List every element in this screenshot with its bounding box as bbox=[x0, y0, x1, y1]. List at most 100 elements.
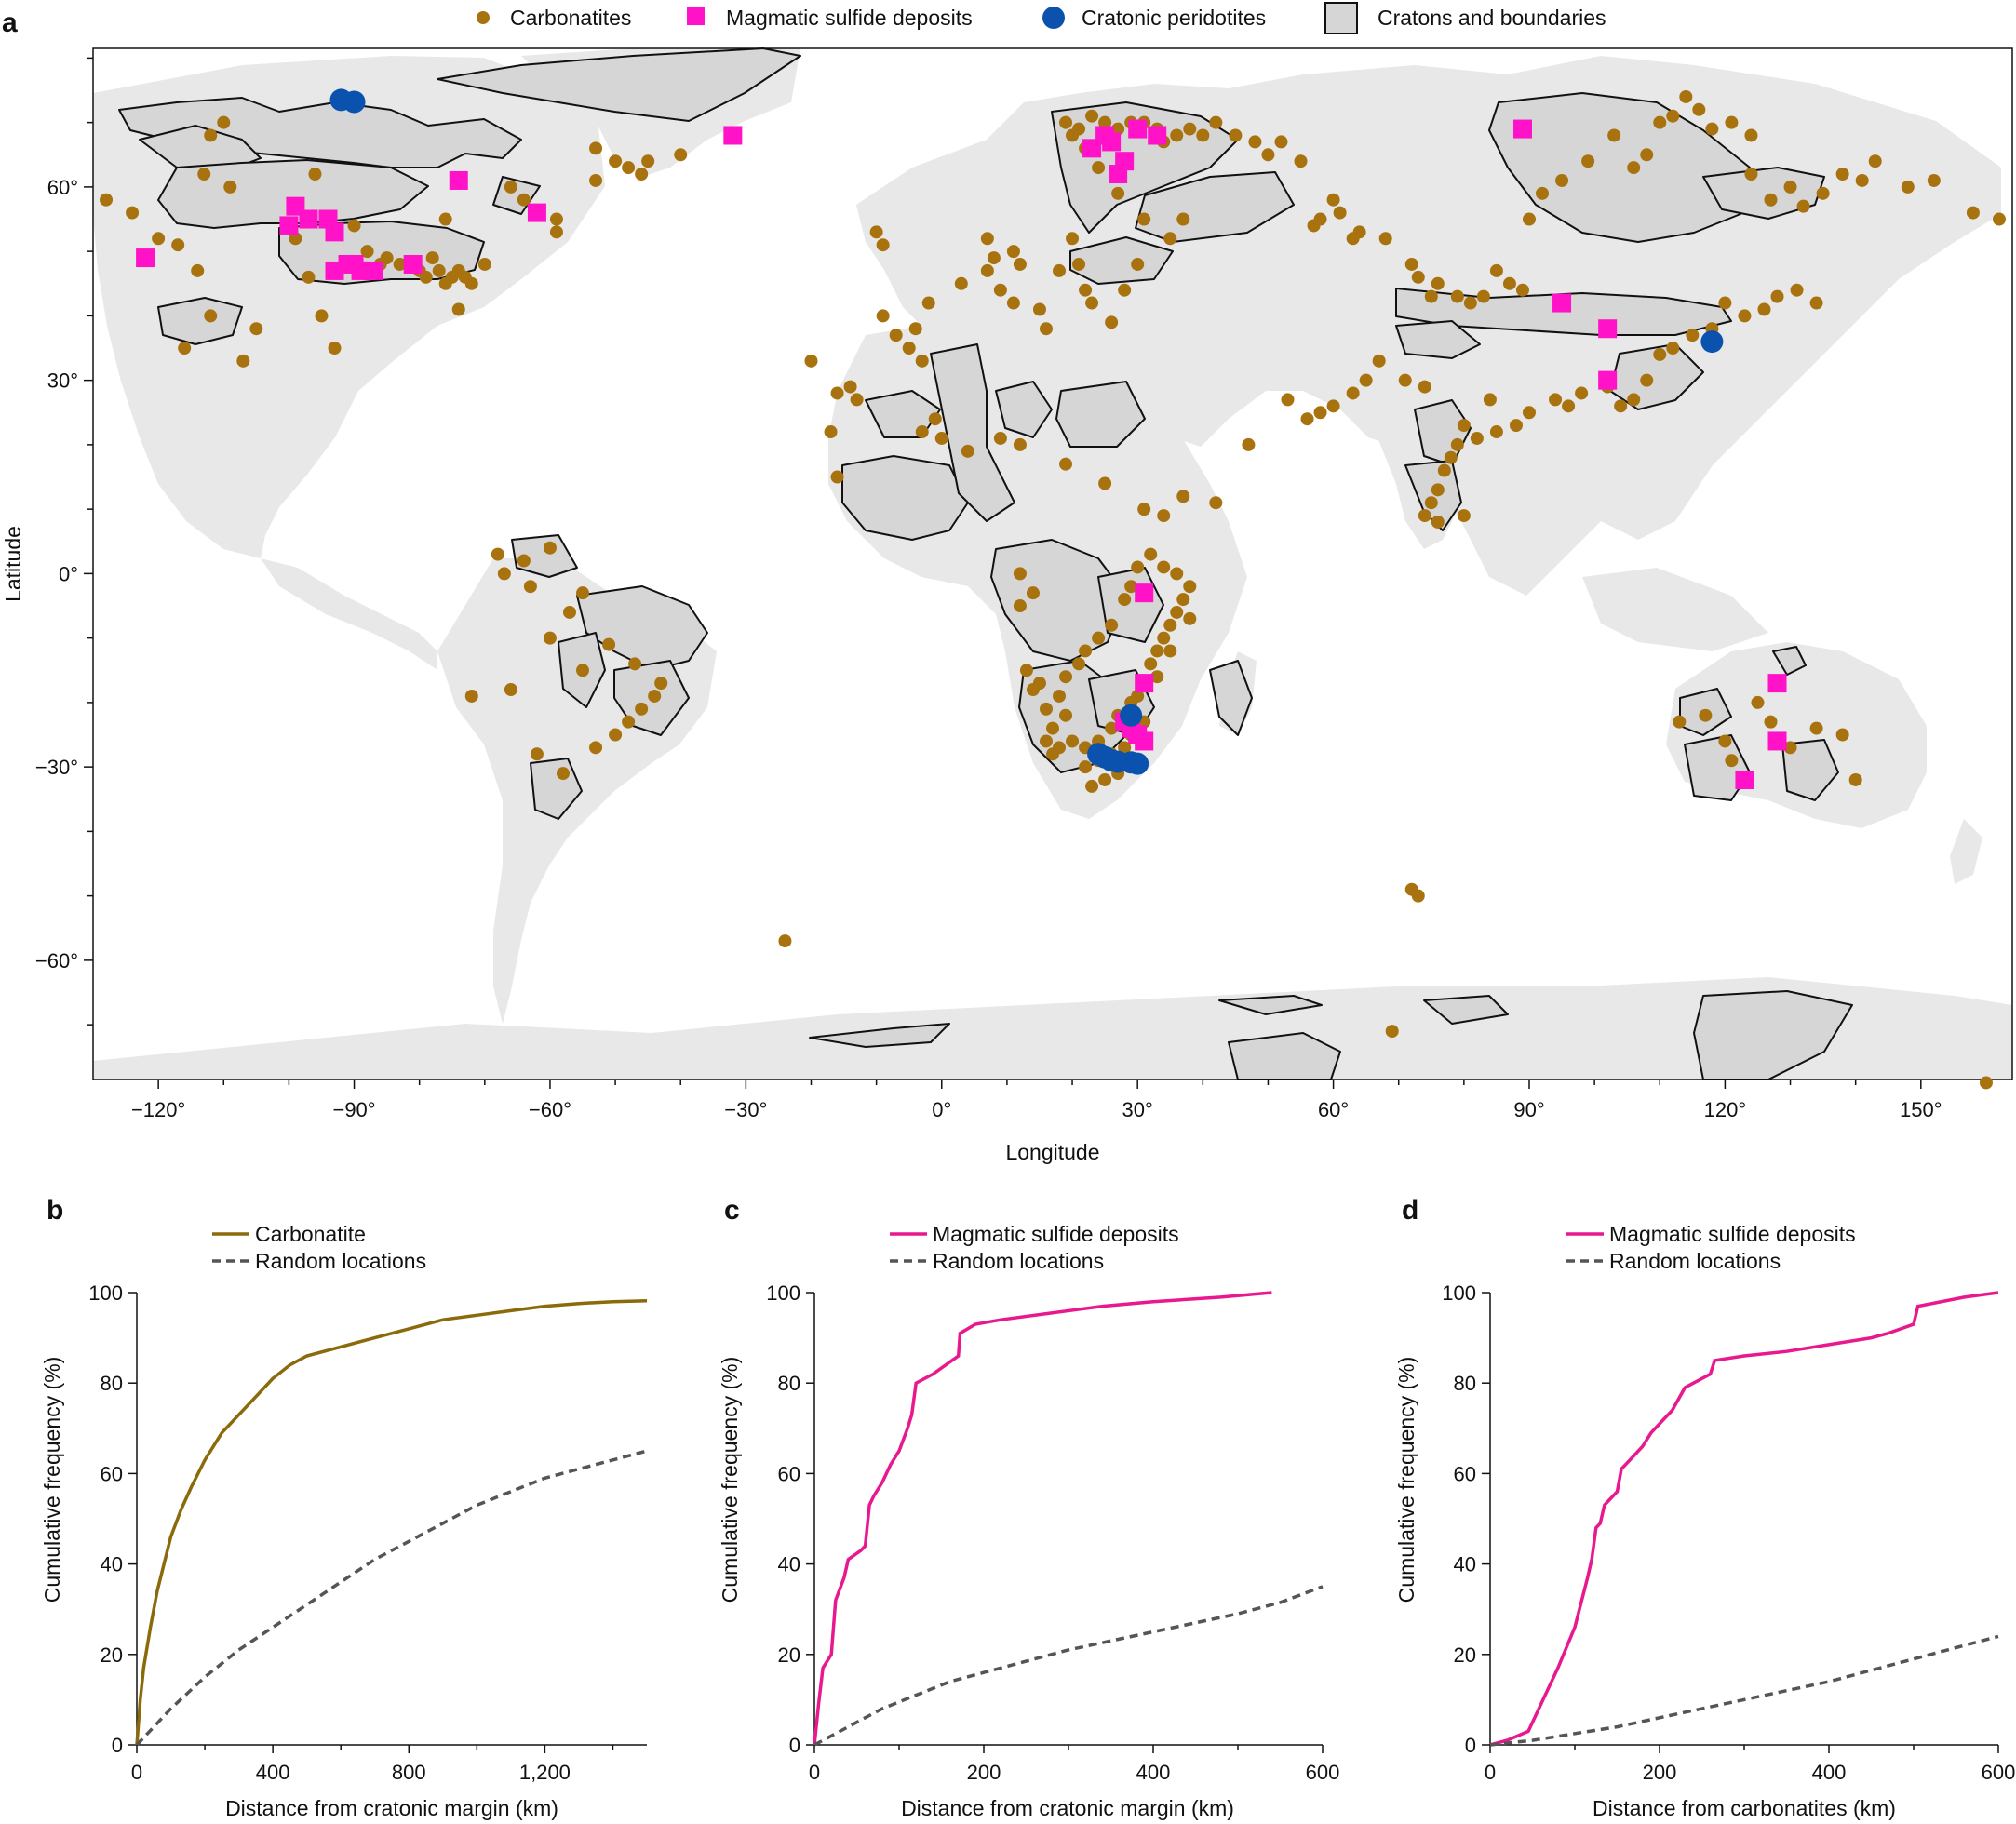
carbonatite-point bbox=[1176, 490, 1190, 503]
carbonatite-point bbox=[1744, 168, 1758, 181]
carbonatite-point bbox=[1229, 128, 1243, 142]
carbonatite-point bbox=[876, 238, 890, 252]
carbonatite-point bbox=[674, 148, 688, 162]
carbonatite-point bbox=[1137, 503, 1151, 516]
carbonatite-point bbox=[1718, 734, 1732, 748]
carbonatite-point bbox=[1209, 115, 1223, 129]
landmass-new-zealand bbox=[1950, 819, 1982, 884]
craton-kimberley bbox=[1772, 646, 1807, 676]
x-tick-label: 600 bbox=[1982, 1761, 2016, 1784]
carbonatite-point bbox=[1359, 373, 1373, 387]
sulfide-point bbox=[299, 209, 318, 229]
legend-peridotites-label: Cratonic peridotites bbox=[1082, 6, 1266, 30]
sulfide-point bbox=[1512, 119, 1532, 139]
map-x-tick-label: −30° bbox=[724, 1098, 767, 1121]
plot-c-x-axis-title: Distance from cratonic margin (km) bbox=[901, 1796, 1234, 1820]
carbonatite-point bbox=[1313, 212, 1327, 226]
carbonatite-point bbox=[1013, 257, 1027, 271]
carbonatite-point bbox=[1848, 772, 1862, 786]
carbonatite-point bbox=[1209, 496, 1223, 510]
carbonatite-point bbox=[1346, 386, 1360, 400]
carbonatite-point bbox=[1809, 296, 1823, 310]
carbonatite-point bbox=[1424, 289, 1438, 303]
carbonatite-point bbox=[1300, 412, 1314, 426]
carbonatite-point bbox=[1489, 425, 1503, 439]
carbonatite-point bbox=[1378, 232, 1392, 246]
craton-siberia bbox=[1488, 92, 1751, 243]
carbonatite-point bbox=[556, 767, 570, 781]
carbonatite-point bbox=[1705, 122, 1719, 136]
carbonatite-point bbox=[1431, 483, 1445, 497]
map-x-tick-label: 0° bbox=[932, 1098, 951, 1121]
map-y-tick-label: −30° bbox=[35, 756, 78, 779]
carbonatite-point bbox=[1124, 580, 1138, 594]
carbonatite-point bbox=[622, 715, 636, 729]
sulfide-point bbox=[1767, 674, 1787, 693]
carbonatite-point bbox=[1476, 289, 1490, 303]
carbonatite-point bbox=[315, 309, 329, 323]
carbonatite-point bbox=[1457, 419, 1471, 433]
cdf-line-primary bbox=[135, 1298, 648, 1746]
craton-saharan bbox=[930, 343, 1015, 522]
carbonatite-point bbox=[622, 161, 636, 175]
map-points bbox=[100, 88, 2006, 1090]
carbonatite-point bbox=[1131, 560, 1145, 574]
sulfide-point bbox=[527, 203, 546, 222]
carbonatite-point bbox=[1627, 161, 1641, 175]
carbonatite-point bbox=[921, 296, 935, 310]
y-tick-label: 40 bbox=[1454, 1553, 1476, 1576]
carbonatite-point bbox=[1627, 393, 1641, 407]
carbonatite-point bbox=[178, 342, 192, 355]
carbonatite-point bbox=[1144, 657, 1158, 671]
carbonatite-point bbox=[523, 580, 537, 594]
carbonatite-point bbox=[1809, 721, 1823, 735]
x-tick-label: 200 bbox=[1643, 1761, 1677, 1784]
carbonatite-point bbox=[980, 263, 994, 277]
carbonatite-point bbox=[1032, 677, 1046, 691]
y-tick-label: 20 bbox=[101, 1643, 123, 1667]
carbonatite-point bbox=[654, 677, 668, 691]
carbonatite-point bbox=[1105, 315, 1119, 329]
carbonatite-point bbox=[1085, 779, 1099, 793]
peridotite-point bbox=[343, 90, 366, 114]
carbonatite-point bbox=[1855, 173, 1869, 187]
carbonatite-point bbox=[204, 309, 218, 323]
legend-sulfide-marker bbox=[687, 7, 705, 25]
carbonatite-point bbox=[1163, 644, 1177, 658]
carbonatite-point bbox=[1431, 276, 1445, 290]
carbonatite-point bbox=[1725, 115, 1739, 129]
carbonatite-point bbox=[1294, 154, 1308, 168]
carbonatite-point bbox=[1536, 186, 1550, 200]
carbonatite-point bbox=[804, 354, 818, 368]
carbonatite-point bbox=[1927, 173, 1941, 187]
carbonatite-point bbox=[1163, 618, 1177, 632]
carbonatite-point bbox=[1039, 322, 1053, 336]
craton-greenland bbox=[437, 47, 801, 122]
carbonatite-point bbox=[1026, 586, 1040, 600]
y-tick-label: 80 bbox=[101, 1372, 123, 1395]
carbonatite-point bbox=[1072, 257, 1086, 271]
carbonatite-point bbox=[908, 322, 922, 336]
carbonatite-point bbox=[1098, 115, 1112, 129]
carbonatite-point bbox=[1150, 670, 1164, 684]
carbonatite-point bbox=[1692, 102, 1706, 116]
x-tick-label: 800 bbox=[392, 1761, 426, 1784]
carbonatite-point bbox=[635, 702, 649, 716]
carbonatite-point bbox=[1502, 276, 1516, 290]
carbonatite-point bbox=[100, 193, 114, 207]
craton-wyoming bbox=[157, 297, 243, 345]
legend-peridotite-marker bbox=[1042, 7, 1065, 29]
carbonatite-point bbox=[1105, 721, 1119, 735]
map-x-tick-label: 60° bbox=[1318, 1098, 1349, 1121]
carbonatite-point bbox=[1966, 206, 1980, 220]
carbonatite-point bbox=[1261, 148, 1275, 162]
carbonatite-point bbox=[1783, 741, 1797, 755]
sulfide-point bbox=[723, 126, 743, 145]
carbonatite-point bbox=[1085, 109, 1099, 123]
carbonatite-point bbox=[517, 193, 531, 207]
legend-primary-label: Magmatic sulfide deposits bbox=[1609, 1222, 1856, 1246]
carbonatite-point bbox=[778, 934, 792, 948]
carbonatite-point bbox=[1242, 437, 1256, 451]
carbonatite-point bbox=[1385, 1025, 1399, 1039]
carbonatite-point bbox=[1450, 289, 1464, 303]
